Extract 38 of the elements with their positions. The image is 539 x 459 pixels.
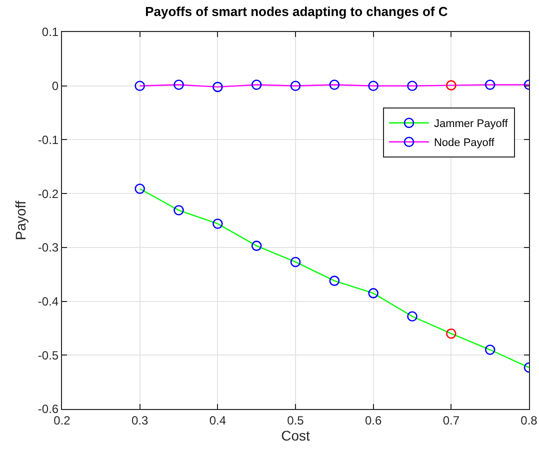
x-axis-title: Cost — [281, 428, 310, 444]
point — [407, 311, 418, 322]
chart-title: Payoffs of smart nodes adapting to changes of C — [145, 4, 448, 19]
y-tick-label: -0.3 — [38, 240, 59, 255]
y-axis-title: Payoff — [12, 200, 29, 240]
point — [329, 276, 340, 286]
point — [484, 80, 496, 90]
point — [212, 82, 223, 92]
point — [407, 80, 418, 92]
point — [134, 80, 145, 92]
point — [251, 80, 262, 90]
point — [134, 184, 145, 194]
x-tick-label: 0.5 — [287, 413, 304, 428]
point — [290, 80, 301, 92]
point — [446, 328, 456, 339]
point — [368, 288, 378, 298]
x-tick-label: 0.3 — [131, 413, 148, 428]
point — [290, 256, 301, 268]
legend-label: Jammer Payoff — [434, 118, 509, 130]
point — [174, 205, 184, 216]
point — [368, 80, 378, 92]
point — [329, 80, 340, 90]
y-tick-label: 0 — [52, 79, 59, 94]
x-tick-label: 0.6 — [364, 413, 382, 428]
point — [212, 218, 223, 229]
point — [484, 344, 496, 355]
y-tick-label: -0.5 — [38, 348, 59, 362]
legend-label: Node Payoff — [434, 137, 496, 150]
y-tick-label: 0.1 — [42, 25, 59, 40]
point — [446, 80, 456, 90]
y-tick-label: -0.4 — [38, 294, 59, 308]
x-tick-label: 0.7 — [442, 413, 460, 428]
x-tick-label: 0.4 — [209, 413, 226, 428]
point — [251, 240, 262, 251]
point — [174, 80, 184, 90]
y-tick-label: -0.1 — [38, 132, 59, 147]
x-tick-label: 0.8 — [520, 413, 538, 428]
y-tick-label: -0.2 — [38, 186, 59, 201]
